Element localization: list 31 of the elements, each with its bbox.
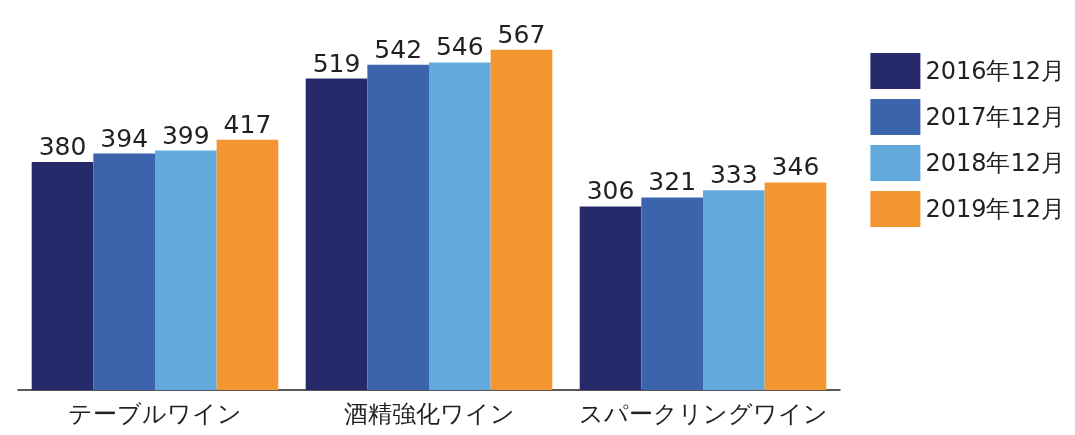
- data-label: 542: [374, 34, 423, 64]
- bar: [429, 62, 491, 390]
- legend-label: 2017年12月: [925, 103, 1066, 131]
- data-label: 321: [648, 167, 697, 197]
- bar: [93, 153, 155, 390]
- bar: [490, 49, 553, 390]
- bar: [703, 190, 765, 390]
- bar: [641, 197, 703, 390]
- data-label: 417: [223, 109, 272, 139]
- data-label: 306: [586, 176, 635, 206]
- data-label: 346: [771, 152, 820, 182]
- data-label: 546: [435, 32, 484, 62]
- data-label: 333: [709, 160, 758, 190]
- data-label: 567: [497, 19, 546, 49]
- data-label: 380: [38, 132, 87, 161]
- data-label: 519: [312, 48, 361, 78]
- legend-label: 2019年12月: [925, 195, 1066, 223]
- bar: [764, 182, 827, 390]
- data-label: 394: [100, 123, 149, 153]
- legend-label: 2018年12月: [925, 149, 1066, 177]
- legend-label: 2016年12月: [925, 57, 1066, 85]
- x-tick-label: スパークリングワイン: [578, 400, 828, 428]
- bar: [305, 78, 368, 390]
- bar: [216, 139, 279, 390]
- bar: [579, 206, 642, 390]
- bar: [155, 150, 217, 390]
- data-label: 399: [161, 120, 210, 150]
- bar: [367, 64, 429, 390]
- bar: [31, 162, 94, 390]
- x-tick-label: テーブルワイン: [68, 400, 242, 428]
- x-tick-label: 酒精強化ワイン: [343, 400, 515, 428]
